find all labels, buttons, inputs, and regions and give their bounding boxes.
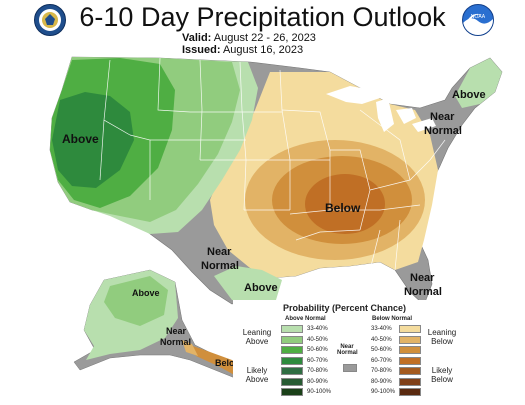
legend-above-range-label: 33-40% xyxy=(307,326,328,332)
label-southeast-normal: Normal xyxy=(404,286,442,298)
legend-below-swatch xyxy=(399,377,421,386)
legend-below-range-label: 80-90% xyxy=(371,378,392,385)
legend-below-swatch xyxy=(399,388,421,396)
legend-above-swatch xyxy=(281,325,303,333)
legend-above-range-label: 60-70% xyxy=(307,357,328,364)
legend-below-range-label: 40-50% xyxy=(371,336,392,343)
label-southwest-normal: Normal xyxy=(201,260,239,272)
valid-label: Valid: xyxy=(182,32,212,44)
legend-below-swatch xyxy=(399,356,421,365)
commerce-seal-icon xyxy=(34,4,66,36)
below-likely-core xyxy=(305,174,385,234)
legend-likely-above: Likely Above xyxy=(245,366,269,384)
noaa-logo-icon: NOAA xyxy=(462,4,494,36)
legend-above-swatch xyxy=(281,367,303,375)
label-northeast-near: Near xyxy=(430,111,455,123)
legend-above-range-label: 90-100% xyxy=(307,389,332,395)
legend-above-swatch xyxy=(281,346,303,354)
great-lakes xyxy=(326,86,436,132)
legend-below-swatch xyxy=(399,346,421,354)
label-gulf-above: Above xyxy=(244,282,278,294)
alaska-below-light xyxy=(182,340,198,356)
legend-below-header: Below Normal xyxy=(372,316,413,322)
legend-near-swatch xyxy=(343,364,357,372)
legend-below-range-label: 90-100% xyxy=(371,389,396,395)
legend-above-swatch xyxy=(281,356,303,365)
label-west-above: Above xyxy=(62,132,99,146)
legend-above-range-label: 50-60% xyxy=(307,347,328,353)
issued-line: Issued: August 16, 2023 xyxy=(182,44,303,56)
label-alaska-near: Near xyxy=(166,326,187,336)
legend-below-swatch xyxy=(399,367,421,375)
issued-date: August 16, 2023 xyxy=(222,44,304,56)
label-alaska-below: Below xyxy=(215,358,243,368)
valid-line: Valid: August 22 - 26, 2023 xyxy=(182,32,316,44)
label-northeast-normal: Normal xyxy=(424,125,462,137)
legend: Probability (Percent Chance) Above Norma… xyxy=(233,300,465,402)
legend-above-swatch xyxy=(281,335,303,344)
page-title: 6-10 Day Precipitation Outlook xyxy=(79,2,446,32)
label-alaska-normal: Normal xyxy=(160,337,191,347)
legend-below-swatch xyxy=(399,335,421,344)
legend-below-range-label: 70-80% xyxy=(371,368,392,374)
legend-below-range-label: 33-40% xyxy=(371,326,392,332)
label-southeast-near: Near xyxy=(410,272,435,284)
legend-leaning-above: Leaning Above xyxy=(242,328,272,346)
legend-above-range-label: 40-50% xyxy=(307,336,328,343)
legend-below-range-label: 60-70% xyxy=(371,357,392,364)
label-central-below: Below xyxy=(325,201,361,215)
label-northeast-above: Above xyxy=(452,89,486,101)
legend-above-swatch xyxy=(281,377,303,386)
state-boundaries xyxy=(99,57,446,271)
alaska-above-mid xyxy=(104,276,168,326)
legend-above-header: Above Normal xyxy=(285,316,326,322)
legend-above-range-label: 70-80% xyxy=(307,368,328,374)
above-gulf xyxy=(214,266,282,304)
above-northeast xyxy=(455,58,502,108)
above-west-60-70 xyxy=(52,92,134,188)
legend-below-swatch xyxy=(399,325,421,333)
label-alaska-above: Above xyxy=(132,288,160,298)
legend-near-header: Near Normal xyxy=(337,344,358,356)
legend-below-range-label: 50-60% xyxy=(371,347,392,353)
legend-above-range-label: 80-90% xyxy=(307,378,328,385)
legend-likely-below: Likely Below xyxy=(431,366,453,384)
label-southwest-near: Near xyxy=(207,246,232,258)
valid-dates: August 22 - 26, 2023 xyxy=(213,32,316,44)
legend-above-swatch xyxy=(281,388,303,396)
noaa-logo-text: NOAA xyxy=(471,14,486,20)
legend-leaning-below: Leaning Below xyxy=(427,328,457,346)
issued-label: Issued: xyxy=(182,44,221,56)
legend-title: Probability (Percent Chance) xyxy=(283,303,407,313)
